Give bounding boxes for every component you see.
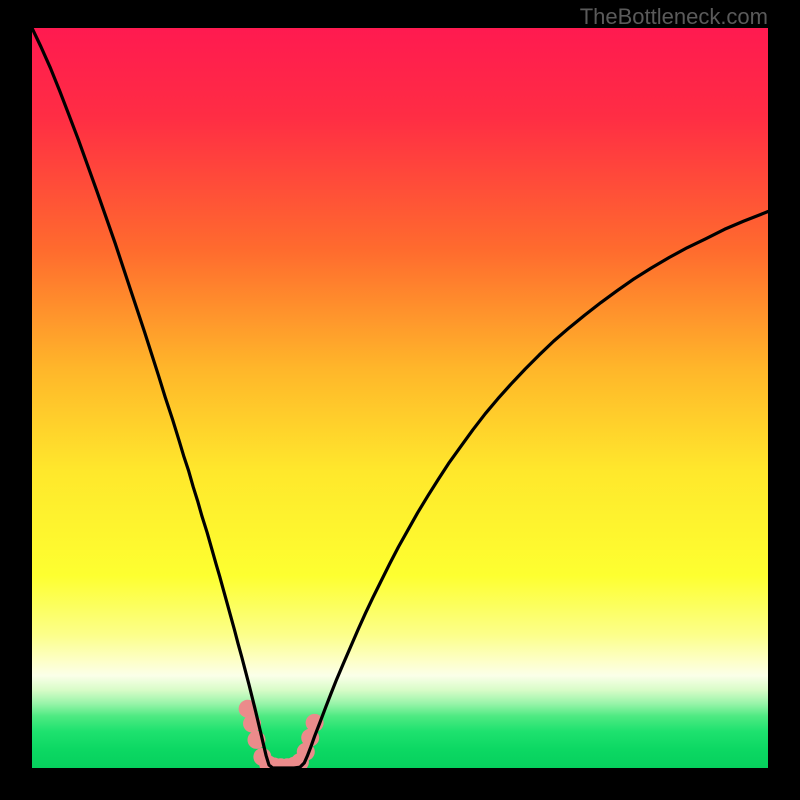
plot-svg [0,0,800,800]
watermark-text: TheBottleneck.com [580,4,768,30]
gradient-background [32,28,768,768]
